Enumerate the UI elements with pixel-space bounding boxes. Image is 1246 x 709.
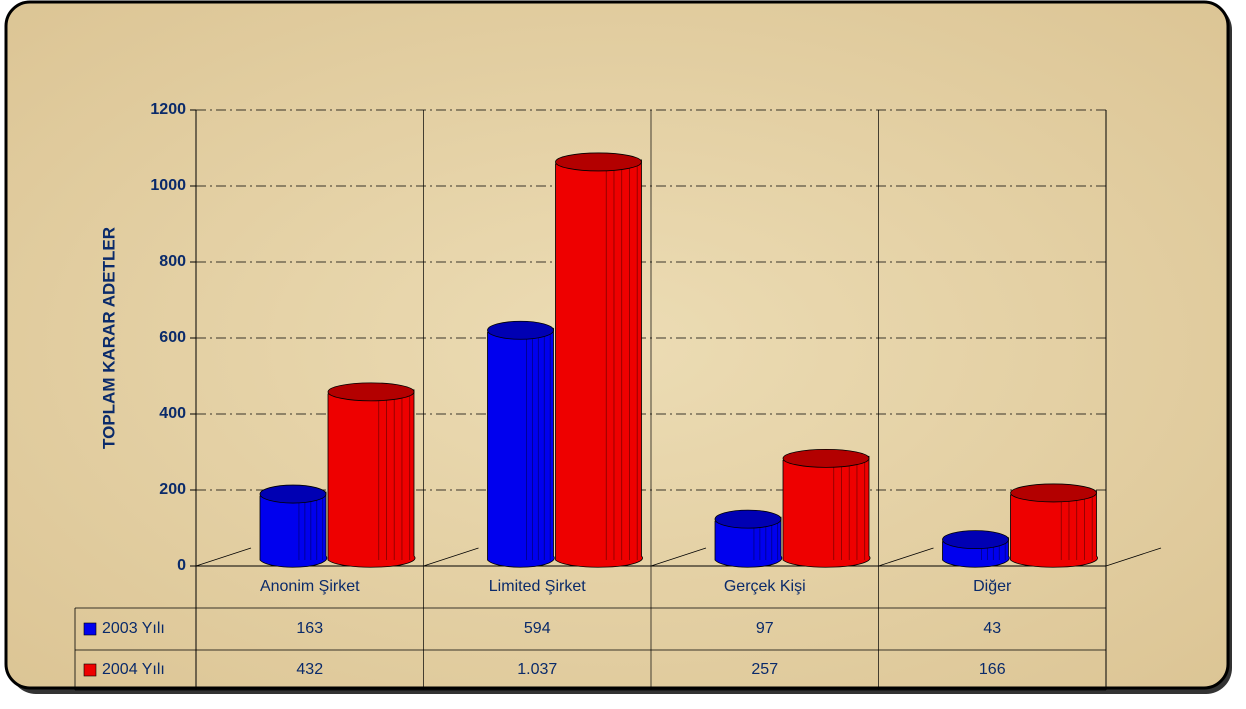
- y-axis-label: TOPLAM KARAR ADETLER: [99, 227, 118, 449]
- x-tick-label: Gerçek Kişi: [724, 578, 806, 595]
- bar: [487, 320, 555, 568]
- bar: [555, 152, 643, 568]
- table-value: 163: [296, 620, 323, 637]
- x-tick-label: Limited Şirket: [489, 578, 586, 595]
- x-tick-label: Anonim Şirket: [260, 578, 360, 595]
- bar-top: [942, 530, 1009, 550]
- legend-label: 2003 Yılı: [102, 620, 165, 637]
- bar-body: [259, 491, 328, 568]
- floor-line: [878, 547, 934, 567]
- legend-swatch: [83, 622, 97, 636]
- bar-top: [782, 448, 870, 468]
- y-tick-label: 600: [159, 329, 186, 346]
- y-tick-label: 1200: [150, 101, 186, 118]
- bar-top: [327, 382, 415, 402]
- bar: [259, 484, 328, 568]
- bar-body: [487, 327, 555, 568]
- table-value: 1.037: [517, 661, 557, 678]
- bar-top: [259, 484, 327, 504]
- table-value: 432: [296, 661, 323, 678]
- y-tick-label: 1000: [150, 177, 186, 194]
- floor-line: [650, 547, 707, 567]
- legend-label: 2004 Yılı: [102, 661, 165, 678]
- table-value: 43: [983, 620, 1001, 637]
- x-tick-label: Diğer: [973, 578, 1012, 595]
- bar-top: [487, 320, 554, 340]
- bar-body: [782, 455, 871, 568]
- legend-swatch: [83, 663, 97, 677]
- y-tick-label: 800: [159, 253, 186, 270]
- y-tick-label: 200: [159, 481, 186, 498]
- bar-body: [555, 159, 643, 568]
- bar: [1010, 483, 1098, 568]
- bar: [714, 509, 783, 568]
- table-value: 257: [751, 661, 778, 678]
- table-value: 594: [524, 620, 551, 637]
- y-tick-label: 400: [159, 405, 186, 422]
- bar: [782, 448, 871, 568]
- bar-body: [1010, 490, 1098, 568]
- bar-body: [327, 389, 416, 568]
- bar-top: [714, 509, 782, 529]
- bar-top: [555, 152, 642, 172]
- bar: [942, 530, 1010, 568]
- table-value: 97: [756, 620, 774, 637]
- bar-top: [1010, 483, 1097, 503]
- floor-line: [1105, 547, 1162, 567]
- y-tick-label: 0: [177, 557, 186, 574]
- floor-line: [423, 547, 479, 567]
- floor-line: [195, 547, 252, 567]
- bar-body: [714, 516, 783, 568]
- bar: [327, 382, 416, 568]
- table-value: 166: [979, 661, 1006, 678]
